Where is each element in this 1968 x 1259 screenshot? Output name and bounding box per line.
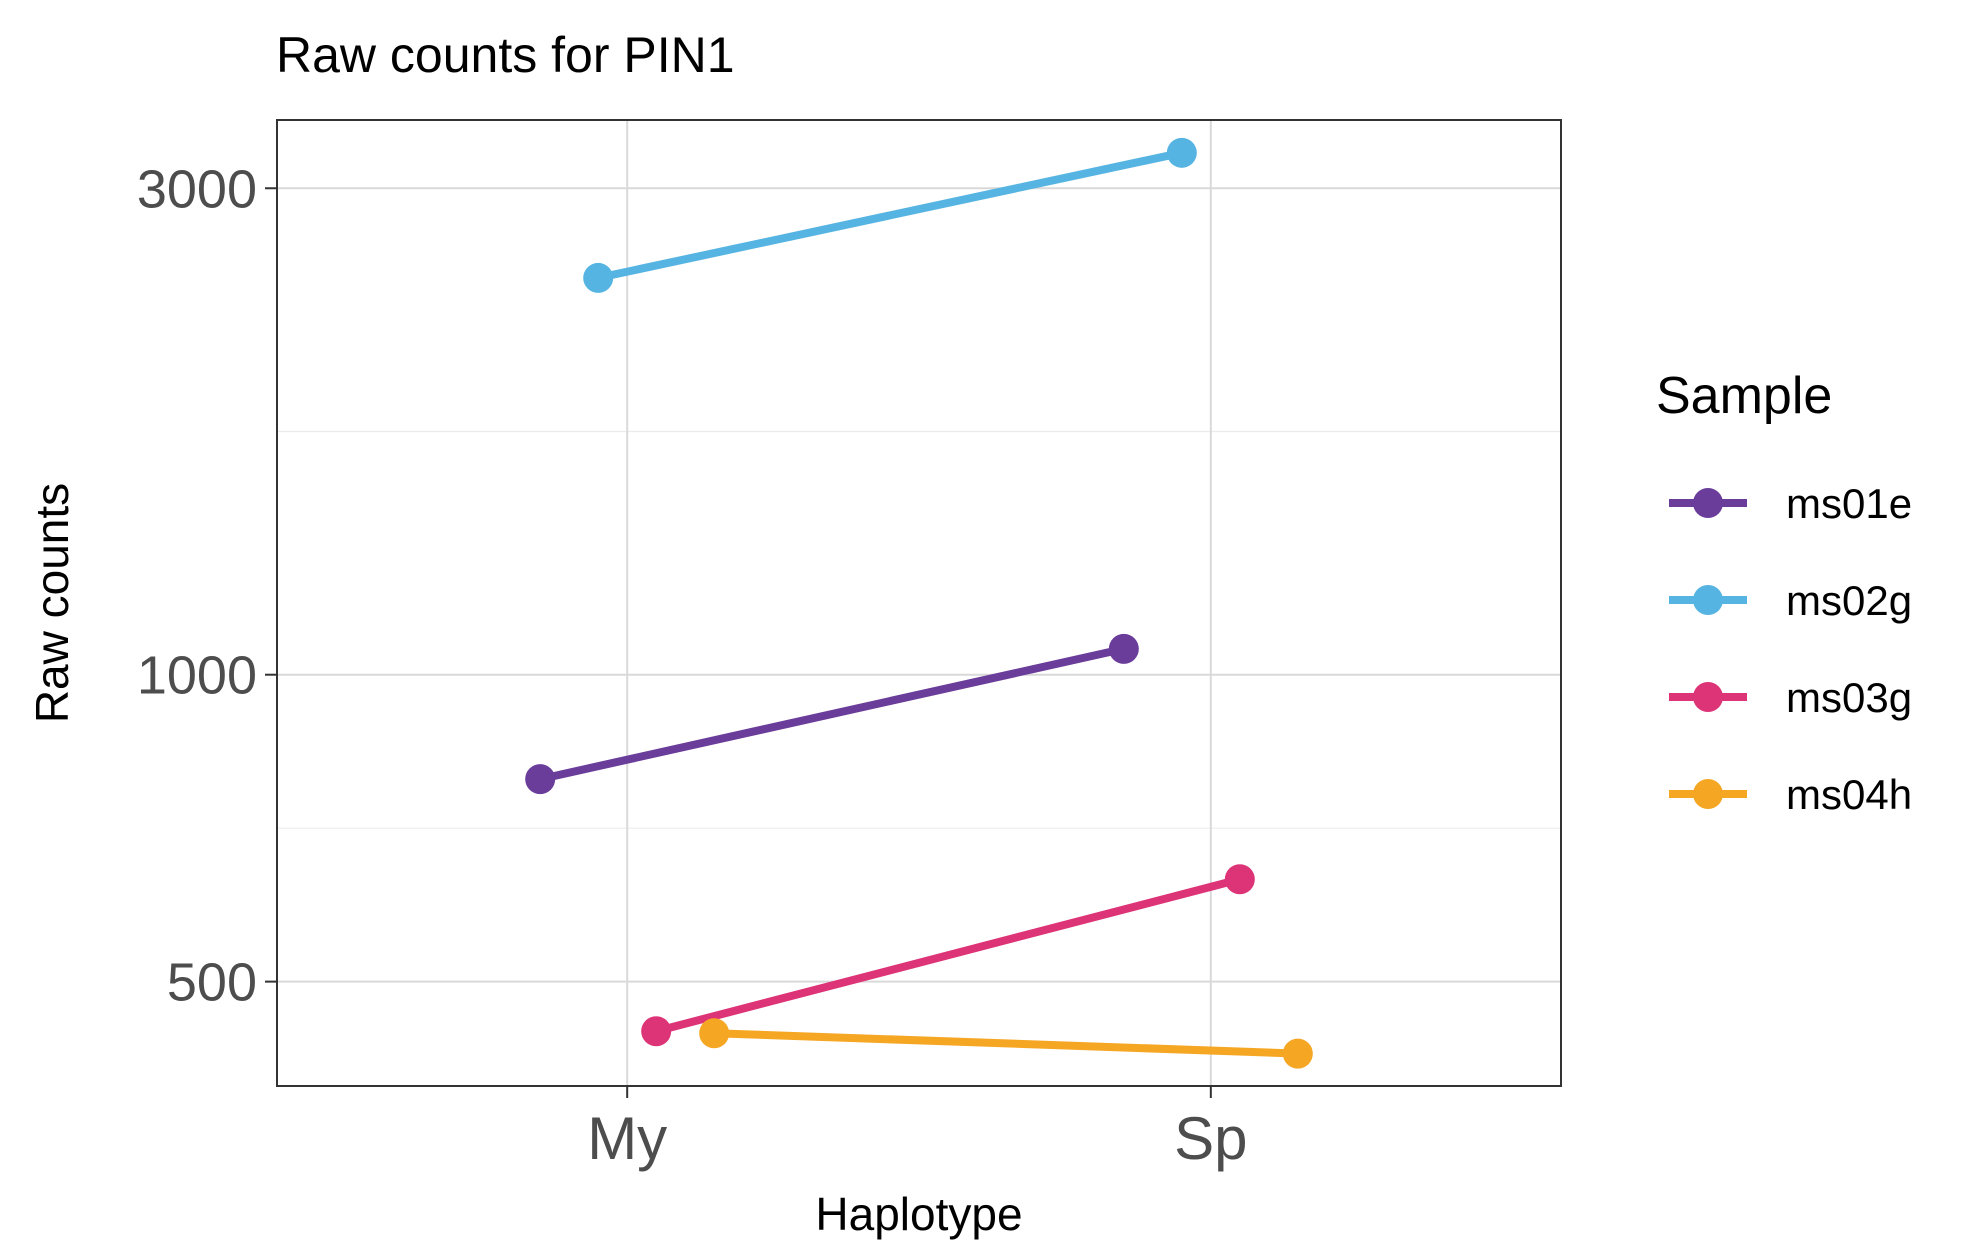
- data-point-ms01e-Sp: [1108, 633, 1139, 664]
- minor-gridlines: [277, 430, 1561, 829]
- x-tick-label: My: [587, 1105, 667, 1172]
- legend-label: ms02g: [1786, 577, 1912, 624]
- series-layer: [525, 137, 1313, 1069]
- legend-label: ms03g: [1786, 674, 1912, 721]
- data-point-ms04h-My: [699, 1018, 730, 1049]
- legend-label: ms04h: [1786, 771, 1912, 818]
- legend-key-point: [1693, 585, 1723, 615]
- x-axis: My Sp: [587, 1086, 1248, 1172]
- series-line-ms01e: [539, 644, 1125, 784]
- series-line-ms02g: [597, 148, 1183, 282]
- x-tick-label: Sp: [1174, 1105, 1247, 1172]
- legend-title: Sample: [1656, 367, 1832, 425]
- y-tick-label: 3000: [137, 159, 257, 219]
- data-point-ms04h-Sp: [1282, 1038, 1313, 1069]
- y-tick-label: 1000: [137, 646, 257, 706]
- data-point-ms02g-My: [583, 262, 614, 293]
- chart-title: Raw counts for PIN1: [276, 27, 735, 83]
- data-point-ms03g-Sp: [1224, 864, 1255, 895]
- legend-key-point: [1693, 682, 1723, 712]
- legend-key-point: [1693, 488, 1723, 518]
- major-gridlines: [277, 120, 1561, 1086]
- plot-border: [276, 119, 1562, 1087]
- data-point-ms01e-My: [525, 764, 556, 795]
- y-tick-label: 500: [167, 953, 257, 1013]
- data-point-ms03g-My: [641, 1016, 672, 1047]
- y-axis: 500 1000 3000: [137, 159, 277, 1013]
- series-line-ms03g: [655, 875, 1241, 1036]
- series-line-ms04h: [714, 1029, 1298, 1058]
- legend-label: ms01e: [1786, 480, 1912, 527]
- data-point-ms02g-Sp: [1166, 137, 1197, 168]
- plot-background: [277, 120, 1561, 1086]
- legend-key-point: [1693, 779, 1723, 809]
- y-axis-label: Raw counts: [26, 483, 78, 723]
- legend-items: ms01e ms02g ms03g ms04h: [1669, 480, 1912, 818]
- x-axis-label: Haplotype: [815, 1188, 1022, 1240]
